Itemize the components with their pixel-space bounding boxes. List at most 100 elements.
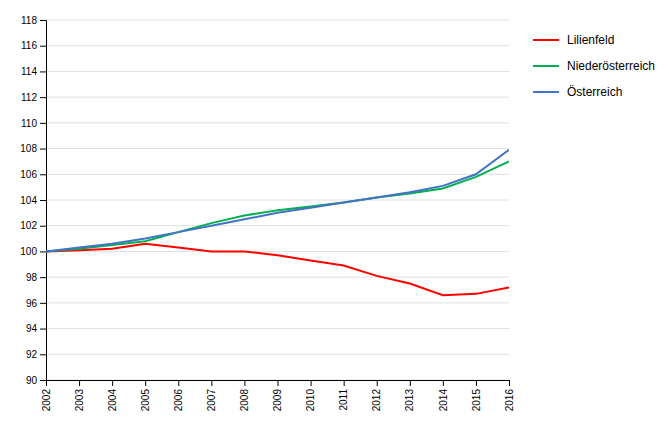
tick-mark bbox=[443, 380, 444, 386]
grid-line bbox=[46, 225, 509, 226]
grid-line bbox=[46, 302, 509, 303]
grid-line bbox=[46, 328, 509, 329]
grid-line bbox=[46, 174, 509, 175]
tick-label: 2002 bbox=[41, 389, 52, 412]
tick-mark bbox=[40, 329, 46, 330]
tick-mark bbox=[40, 149, 46, 150]
tick: 102 bbox=[20, 220, 46, 231]
tick-label: 2005 bbox=[140, 389, 151, 412]
tick: 2006 bbox=[173, 380, 184, 411]
tick-mark bbox=[40, 251, 46, 252]
tick: 112 bbox=[21, 92, 46, 103]
grid-line bbox=[46, 200, 509, 201]
tick: 118 bbox=[21, 15, 46, 26]
legend-label: Österreich bbox=[567, 85, 622, 99]
tick-mark bbox=[344, 380, 345, 386]
tick: 2011 bbox=[338, 380, 349, 411]
grid-line bbox=[46, 20, 509, 21]
grid-line bbox=[46, 354, 509, 355]
tick-label: 92 bbox=[26, 349, 38, 360]
tick-mark bbox=[79, 380, 80, 386]
tick-label: 96 bbox=[26, 298, 38, 309]
tick: 2015 bbox=[471, 380, 482, 411]
tick-mark bbox=[40, 200, 46, 201]
tick-label: 90 bbox=[26, 375, 38, 386]
tick-label: 2007 bbox=[206, 389, 217, 412]
tick-label: 112 bbox=[21, 92, 37, 103]
tick: 108 bbox=[20, 143, 46, 154]
tick-label: 2009 bbox=[272, 389, 283, 412]
tick-mark bbox=[476, 380, 477, 386]
tick-mark bbox=[40, 71, 46, 72]
tick-mark bbox=[40, 380, 46, 381]
tick-label: 2014 bbox=[438, 389, 449, 412]
tick-label: 94 bbox=[26, 323, 38, 334]
tick: 2012 bbox=[371, 380, 382, 411]
x-axis: 2002200320042005200620072008200920102011… bbox=[41, 380, 515, 411]
tick-mark bbox=[40, 277, 46, 278]
tick-label: 2013 bbox=[404, 389, 415, 412]
tick: 92 bbox=[26, 349, 46, 360]
tick-mark bbox=[40, 123, 46, 124]
grid-line bbox=[46, 97, 509, 98]
series-line bbox=[46, 150, 509, 252]
tick: 2007 bbox=[206, 380, 217, 411]
tick-label: 116 bbox=[21, 40, 37, 51]
grid-line bbox=[46, 45, 509, 46]
tick-label: 2003 bbox=[74, 389, 85, 412]
tick: 2005 bbox=[140, 380, 151, 411]
tick: 100 bbox=[20, 246, 46, 257]
tick: 2016 bbox=[504, 380, 515, 411]
tick: 116 bbox=[21, 40, 46, 51]
lines bbox=[46, 150, 509, 295]
tick-mark bbox=[377, 380, 378, 386]
axis-line bbox=[47, 381, 510, 387]
tick-mark bbox=[509, 380, 510, 386]
tick-mark bbox=[211, 380, 212, 386]
tick-label: 100 bbox=[20, 246, 37, 257]
legend-swatch bbox=[533, 39, 559, 41]
legend-swatch bbox=[533, 65, 559, 67]
tick-label: 108 bbox=[20, 143, 37, 154]
legend-swatch bbox=[533, 91, 559, 93]
series-line bbox=[46, 244, 509, 295]
tick-label: 114 bbox=[21, 66, 37, 77]
series-line bbox=[46, 161, 509, 251]
tick: 114 bbox=[21, 66, 46, 77]
tick-label: 104 bbox=[20, 195, 37, 206]
tick-mark bbox=[40, 97, 46, 98]
y-axis: 90 92 94 96 98 100 102 104 106 108 110 112 114 116 118 bbox=[20, 15, 46, 386]
grid-line bbox=[46, 148, 509, 149]
tick: 90 bbox=[26, 375, 46, 386]
tick-label: 2010 bbox=[305, 389, 316, 412]
tick: 2010 bbox=[305, 380, 316, 411]
tick: 2013 bbox=[404, 380, 415, 411]
tick: 2009 bbox=[272, 380, 283, 411]
grid bbox=[46, 20, 509, 380]
grid-line bbox=[46, 71, 509, 72]
tick-label: 110 bbox=[21, 118, 37, 129]
tick: 2008 bbox=[239, 380, 250, 411]
tick: 110 bbox=[21, 118, 46, 129]
plot-area: 2002200320042005200620072008200920102011… bbox=[20, 15, 514, 412]
tick: 2014 bbox=[438, 380, 449, 411]
tick-mark bbox=[112, 380, 113, 386]
tick-label: 98 bbox=[26, 272, 38, 283]
tick-label: 2015 bbox=[471, 389, 482, 412]
tick-mark bbox=[311, 380, 312, 386]
grid-line bbox=[46, 122, 509, 123]
legend-item: Österreich bbox=[533, 85, 622, 99]
tick-label: 106 bbox=[20, 169, 37, 180]
legend-label: Lilienfeld bbox=[567, 33, 614, 47]
tick-label: 2011 bbox=[338, 389, 349, 411]
tick-mark bbox=[40, 46, 46, 47]
tick-mark bbox=[40, 354, 46, 355]
tick-label: 2012 bbox=[371, 389, 382, 412]
tick-mark bbox=[410, 380, 411, 386]
tick-mark bbox=[40, 303, 46, 304]
tick-mark bbox=[178, 380, 179, 386]
tick: 104 bbox=[20, 195, 46, 206]
tick-label: 102 bbox=[20, 220, 37, 231]
tick: 98 bbox=[26, 272, 46, 283]
tick-mark bbox=[40, 226, 46, 227]
